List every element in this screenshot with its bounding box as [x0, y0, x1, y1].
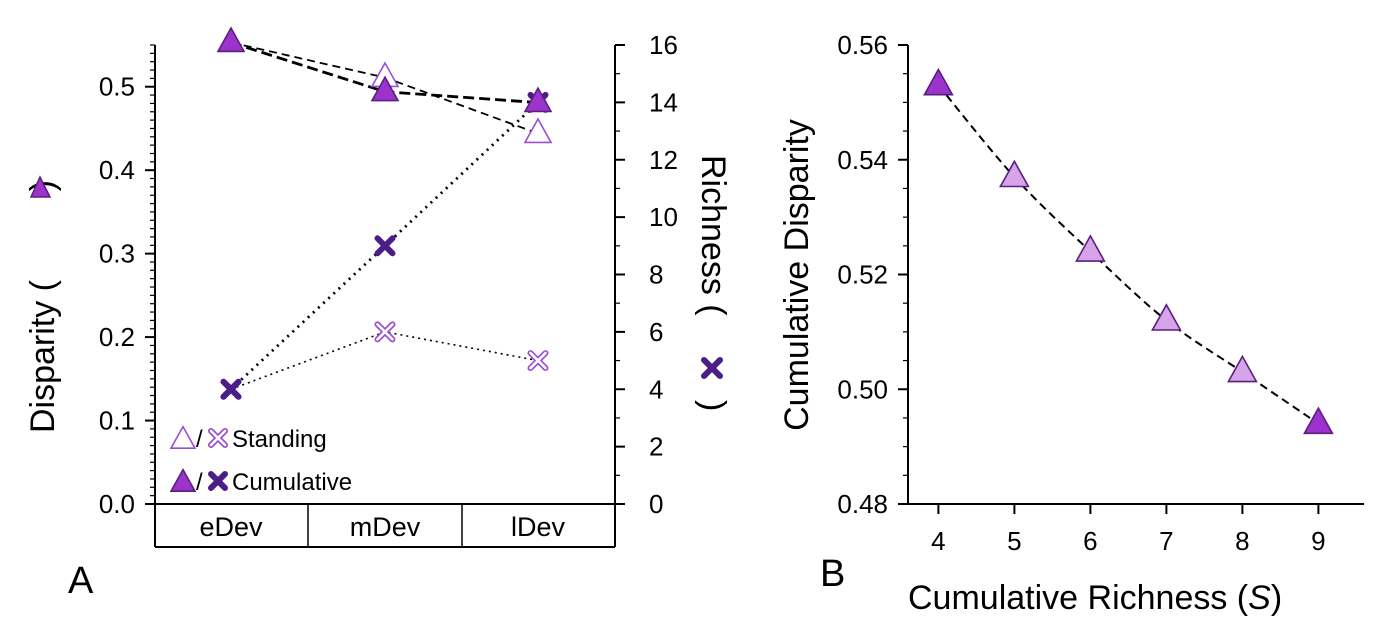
panel-b-ytick-label: 0.48: [837, 489, 888, 519]
panel-b-ytick-label: 0.50: [837, 374, 888, 404]
cumulative-disparity-point: [216, 26, 246, 53]
panel-a-right-tick-label: 4: [649, 374, 663, 404]
standing-richness-point-inner: [376, 323, 394, 341]
legend-standing-symbols: /: [169, 424, 228, 453]
legend-cumulative-symbols: /: [169, 467, 228, 496]
panel-b-xtick-label: 4: [931, 526, 945, 556]
legend-standing-label: Standing: [232, 426, 327, 453]
cumulative-richness-point: [374, 235, 396, 257]
standing-richness-point: [374, 321, 396, 343]
panel-a-left-tick-label: 0.1: [99, 406, 135, 436]
panel-a: 0.0 0.1 0.2 0.3 0.4 0.5 0 2 4 6 8 10 12 14 16 eDev mDe…: [24, 26, 732, 602]
panel-b-x-tick-group: 4 5 6 7 8 9: [931, 504, 1326, 556]
panel-a-legend: / Standing / Cumulative: [169, 424, 352, 496]
cumulative-richness-point-stroke: [220, 378, 242, 400]
panel-b-label: B: [820, 553, 845, 595]
panel-a-ylabel-group: Disparity ( ): [24, 180, 62, 433]
panel-a-left-tick-group: 0.0 0.1 0.2 0.3 0.4 0.5: [99, 44, 155, 519]
panel-a-category-label: eDev: [199, 512, 263, 542]
y2label-x-glyph: [701, 357, 723, 379]
panel-a-y2label-suffix: ): [694, 400, 732, 411]
legend-cumulative-x-icon: [208, 471, 228, 491]
panel-a-label: A: [68, 560, 94, 602]
panel-b-xtick-label: 7: [1159, 526, 1173, 556]
panel-a-left-tick-label: 0.3: [99, 239, 135, 269]
panel-b-point: [1303, 406, 1334, 435]
panel-b-series-line: [937, 84, 1319, 425]
panel-a-ylabel: Disparity (: [24, 279, 62, 433]
legend-cumulative-label: Cumulative: [232, 469, 352, 496]
panel-a-y2label-group: Richness ( ): [694, 155, 732, 411]
panel-b: 0.48 0.50 0.52 0.54 0.56 4 5 6 7 8 9 Cumulative D…: [778, 30, 1364, 617]
standing-richness-line: [230, 331, 539, 390]
panel-b-xlabel-suffix: ): [1271, 579, 1282, 617]
panel-a-left-tick-label: 0.5: [99, 72, 135, 102]
panel-a-right-tick-label: 14: [649, 87, 678, 117]
panel-a-right-tick-label: 2: [649, 432, 663, 462]
panel-b-point: [1227, 354, 1258, 383]
panel-b-xlabel-main: Cumulative Richness (: [908, 579, 1249, 617]
legend-cumulative-triangle-icon: [169, 467, 197, 493]
panel-a-left-tick-label: 0.0: [99, 489, 135, 519]
cumulative-richness-point-stroke: [374, 235, 396, 257]
panel-b-trend-line: [937, 84, 1319, 425]
panel-b-xlabel-italic: S: [1248, 579, 1271, 617]
panel-b-point: [923, 67, 954, 96]
panel-a-category-label: mDev: [350, 512, 421, 542]
panel-b-xtick-label: 6: [1083, 526, 1097, 556]
legend-standing-x-icon-inner: [209, 429, 227, 447]
panel-a-y2label: Richness (: [694, 155, 732, 316]
y2label-x-glyph-stroke: [701, 357, 723, 379]
panel-b-ylabel: Cumulative Disparity: [778, 119, 816, 431]
panel-b-xlabel: Cumulative Richness (S): [908, 579, 1282, 617]
cumulative-richness-point: [220, 378, 242, 400]
panel-b-ylabel-group: Cumulative Disparity: [778, 119, 816, 431]
standing-richness-point-inner: [529, 351, 547, 370]
panel-a-category-labels: eDev mDev lDev: [199, 512, 565, 542]
legend-cumulative-x-icon-stroke: [208, 471, 228, 491]
cumulative-disparity-point: [370, 75, 400, 102]
panel-b-ytick-label: 0.52: [837, 260, 888, 290]
panel-b-markers: [923, 67, 1334, 435]
panel-a-right-tick-group: 0 2 4 6 8 10 12 14 16: [615, 30, 678, 519]
legend-cumulative-slash: /: [196, 469, 203, 496]
legend-standing-triangle-icon: [169, 424, 197, 450]
panel-a-right-tick-label: 12: [649, 145, 678, 175]
panel-a-right-tick-label: 16: [649, 30, 678, 60]
panel-a-category-label: lDev: [511, 512, 566, 542]
legend-standing-x-icon: [208, 428, 228, 448]
panel-a-ylabel-triangle-icon: [29, 175, 52, 198]
panel-b-xtick-label: 9: [1311, 526, 1325, 556]
panel-a-right-tick-label: 6: [649, 317, 663, 347]
panel-a-left-tick-label: 0.2: [99, 322, 135, 352]
panel-a-y2label-x-icon: [701, 357, 723, 379]
panel-a-right-tick-label: 10: [649, 202, 678, 232]
panel-a-right-tick-label: 0: [649, 489, 663, 519]
panel-b-ytick-label: 0.54: [837, 145, 888, 175]
legend-standing-slash: /: [196, 426, 203, 453]
panel-a-right-tick-label: 8: [649, 260, 663, 290]
panel-b-point: [1151, 303, 1182, 331]
panel-b-ytick-label: 0.56: [837, 30, 888, 60]
panel-b-point: [1075, 234, 1106, 262]
panel-a-markers: [216, 26, 553, 400]
panel-a-left-tick-label: 0.4: [99, 155, 135, 185]
panel-b-y-tick-group: 0.48 0.50 0.52 0.54 0.56: [837, 30, 908, 519]
cumulative-disparity-point: [523, 86, 553, 113]
panel-b-xtick-label: 8: [1235, 526, 1249, 556]
standing-disparity-point: [523, 117, 553, 144]
standing-richness-point: [527, 350, 549, 372]
panel-b-xtick-label: 5: [1007, 526, 1021, 556]
panel-b-point: [999, 159, 1030, 188]
